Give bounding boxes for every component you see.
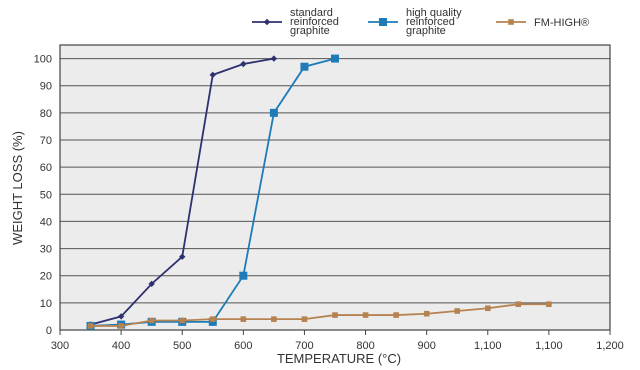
legend-label: high quality (406, 7, 462, 19)
y-tick-label: 40 (40, 216, 52, 228)
y-tick-label: 0 (46, 325, 52, 337)
y-tick-label: 10 (40, 298, 52, 310)
legend-label: standard (290, 7, 333, 19)
x-tick-label: 900 (417, 340, 435, 352)
x-tick-label: 700 (295, 340, 313, 352)
legend-label: FM-HIGH® (534, 17, 589, 29)
series-3 (87, 301, 552, 329)
x-tick-label: 1,100 (474, 340, 502, 352)
data-point (240, 60, 247, 68)
data-point (515, 301, 522, 308)
y-tick-label: 60 (40, 162, 52, 174)
data-point (263, 18, 271, 26)
x-tick-label: 800 (356, 340, 374, 352)
plot-area (60, 45, 610, 330)
axes: 0 10 20 30 40 50 60 70 80 90 100 300 400 500 600 700 800… (34, 44, 624, 352)
legend-label: reinforced (290, 16, 339, 28)
data-point (117, 313, 125, 320)
data-point (546, 301, 552, 308)
data-point (148, 317, 155, 324)
data-point (484, 305, 491, 312)
plot-frame (59, 44, 611, 331)
y-tick-label: 100 (34, 54, 52, 66)
x-tick-label: 400 (112, 340, 130, 352)
data-point (331, 54, 339, 63)
y-tick-label: 90 (40, 81, 52, 93)
data-point (270, 55, 278, 62)
data-point (179, 317, 186, 324)
data-point (379, 18, 387, 26)
data-point (240, 316, 247, 322)
series-line (90, 303, 549, 327)
y-tick-label: 20 (40, 271, 52, 283)
data-point (332, 312, 338, 318)
data-point (271, 316, 277, 322)
data-point (508, 19, 514, 25)
legend-label: graphite (406, 25, 446, 37)
data-point (423, 310, 430, 317)
y-tick-label: 50 (40, 189, 52, 201)
y-axis-label: WEIGHT LOSS (%) (10, 131, 25, 245)
data-point (393, 312, 399, 318)
data-point (301, 316, 308, 322)
data-point (362, 312, 369, 318)
data-point (300, 62, 309, 71)
x-tick-label: 1,200 (596, 340, 624, 352)
x-axis-label: TEMPERATURE (°C) (277, 351, 401, 366)
data-series (86, 54, 552, 330)
data-point (148, 280, 155, 288)
series-1 (87, 55, 278, 328)
data-point (87, 323, 94, 329)
y-tick-label: 70 (40, 135, 52, 147)
x-tick-label: 1,100 (535, 340, 563, 352)
data-point (118, 323, 124, 329)
legend-label: reinforced (406, 16, 455, 28)
legend-label: graphite (290, 25, 330, 37)
data-point (209, 71, 216, 79)
x-tick-label: 500 (173, 340, 191, 352)
data-point (239, 271, 248, 280)
data-point (179, 253, 186, 260)
x-tick-label: 600 (234, 340, 252, 352)
x-tick-label: 300 (51, 340, 69, 352)
gridlines (60, 45, 610, 330)
data-point (454, 308, 461, 314)
y-tick-label: 80 (40, 108, 52, 120)
data-point (209, 316, 216, 322)
legend-item-3: FM-HIGH® (496, 17, 589, 29)
data-point (269, 108, 278, 117)
y-tick-label: 30 (40, 244, 52, 256)
